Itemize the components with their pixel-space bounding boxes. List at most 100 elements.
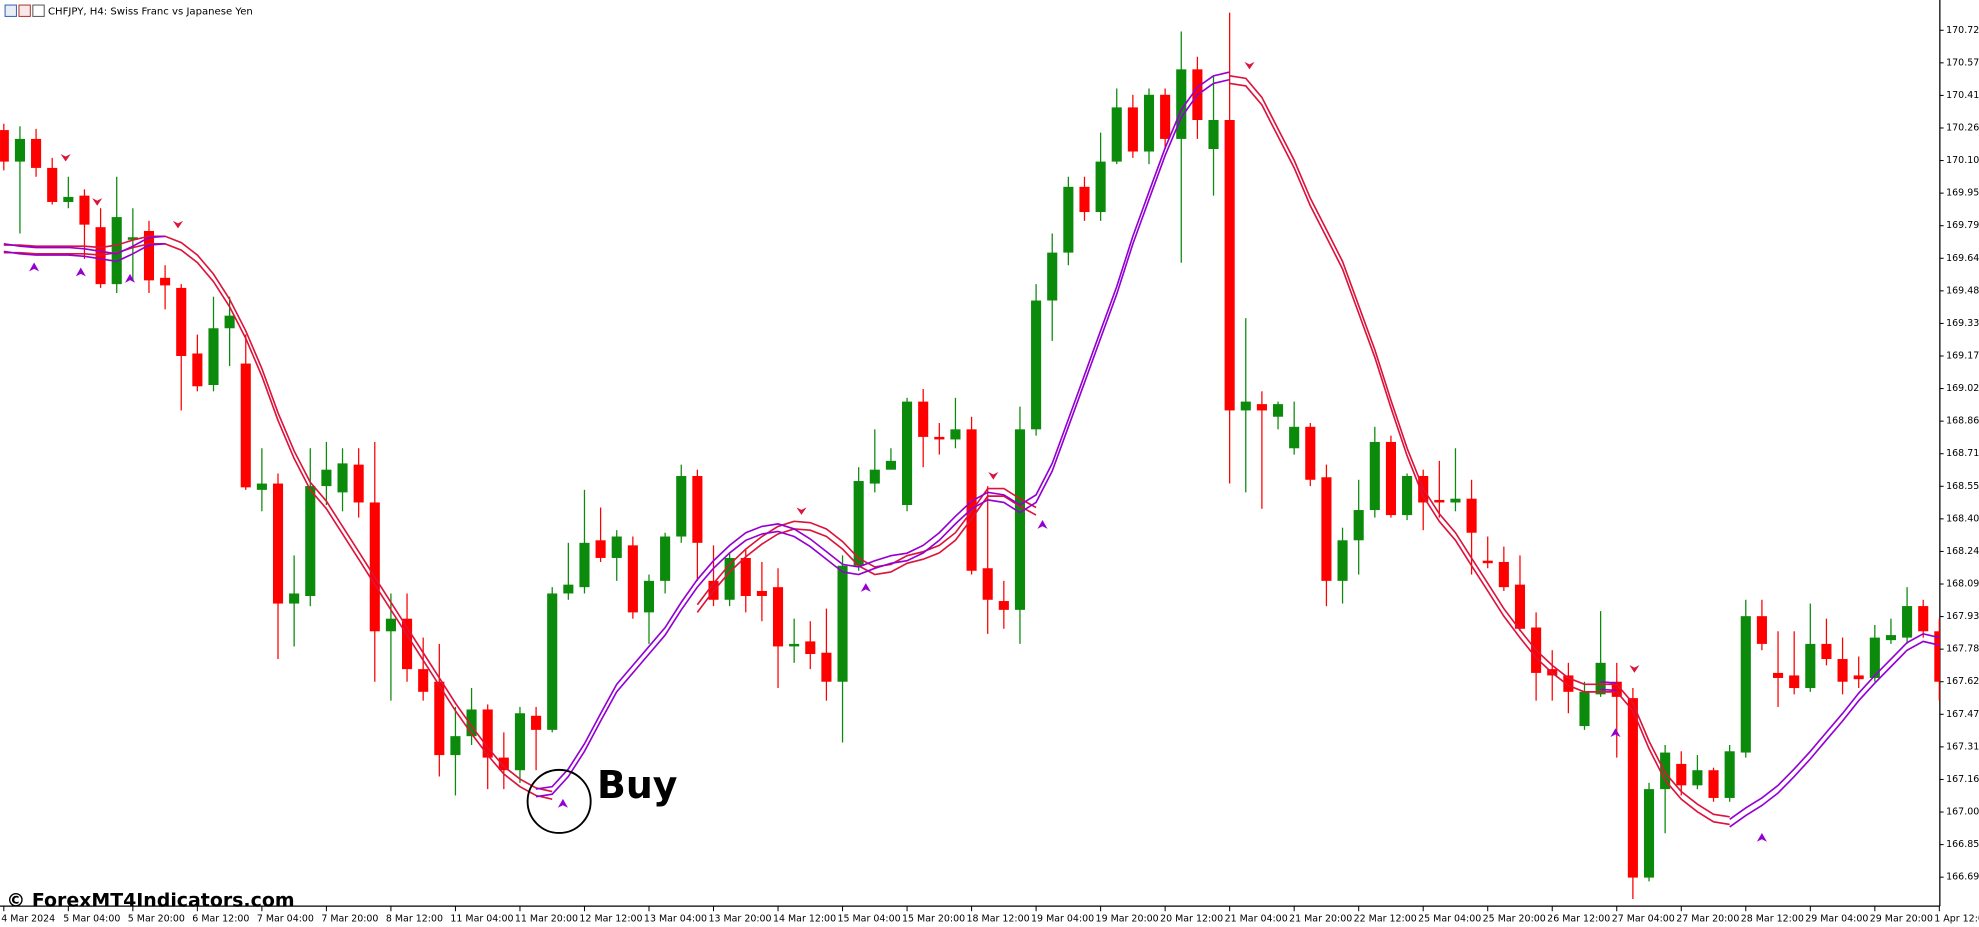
candle-body xyxy=(0,130,9,162)
y-tick-label: 168.865 xyxy=(1946,416,1979,427)
x-tick-label: 18 Mar 12:00 xyxy=(967,913,1030,924)
candle-body xyxy=(1256,404,1267,411)
candle-body xyxy=(1498,561,1509,588)
title-icons xyxy=(4,4,45,17)
candle-body xyxy=(208,328,219,385)
candle-body xyxy=(756,590,767,596)
candle-body xyxy=(256,483,267,490)
candle-body xyxy=(627,545,638,613)
candle-body xyxy=(724,557,735,600)
candle-body xyxy=(1402,475,1413,516)
candle-body xyxy=(385,618,396,632)
y-tick-label: 168.400 xyxy=(1946,513,1979,524)
candle-body xyxy=(1321,477,1332,581)
candle-body xyxy=(1579,691,1590,727)
candle-body xyxy=(1337,540,1348,581)
candle-body xyxy=(1224,119,1235,411)
y-tick-label: 170.725 xyxy=(1946,25,1979,36)
y-tick-label: 168.710 xyxy=(1946,448,1979,459)
candle-body xyxy=(1853,675,1864,680)
candle-body xyxy=(1837,659,1848,682)
x-tick-label: 13 Mar 20:00 xyxy=(708,913,771,924)
candle-body xyxy=(579,542,590,588)
candle-body xyxy=(305,486,316,596)
candle-body xyxy=(885,460,896,470)
x-tick-label: 21 Mar 20:00 xyxy=(1289,913,1352,924)
candle-body xyxy=(772,587,784,647)
candle-body xyxy=(111,217,122,285)
candle-body xyxy=(1724,751,1735,798)
candle-body xyxy=(47,167,58,202)
y-tick-label: 167.160 xyxy=(1946,774,1979,785)
candle-body xyxy=(902,401,913,505)
candle-body xyxy=(1031,300,1042,430)
y-tick-label: 168.555 xyxy=(1946,481,1979,492)
candle-body xyxy=(837,565,848,682)
candle-body xyxy=(1240,401,1251,411)
y-tick-label: 169.330 xyxy=(1946,318,1979,329)
candle-body xyxy=(1160,94,1171,139)
candle-body xyxy=(805,641,816,654)
candle-body xyxy=(1305,426,1316,480)
x-tick-label: 13 Mar 04:00 xyxy=(644,913,707,924)
x-tick-label: 11 Mar 20:00 xyxy=(515,913,578,924)
candle-body xyxy=(1176,69,1187,139)
x-tick-label: 14 Mar 12:00 xyxy=(773,913,836,924)
y-tick-label: 167.935 xyxy=(1946,611,1979,622)
x-tick-label: 28 Mar 12:00 xyxy=(1741,913,1804,924)
candle-body xyxy=(1595,662,1606,695)
chart-title: CHFJPY, H4: Swiss Franc vs Japanese Yen xyxy=(48,6,253,17)
candle-body xyxy=(1756,616,1767,644)
candle-body xyxy=(402,618,413,670)
candle-body xyxy=(482,709,493,758)
candle-body xyxy=(643,580,655,613)
candle-body xyxy=(127,237,138,240)
candle-body xyxy=(531,715,542,730)
candle-body xyxy=(143,230,155,281)
y-tick-label: 169.485 xyxy=(1946,285,1979,296)
candle-body xyxy=(450,736,461,756)
candle-body xyxy=(982,568,993,600)
candle-body xyxy=(789,643,800,647)
x-tick-label: 8 Mar 12:00 xyxy=(386,913,443,924)
candle-body xyxy=(240,363,251,488)
candle-body xyxy=(1611,681,1622,697)
y-tick-label: 168.090 xyxy=(1946,579,1979,590)
x-tick-label: 27 Mar 20:00 xyxy=(1676,913,1739,924)
x-tick-label: 19 Mar 20:00 xyxy=(1096,913,1159,924)
x-tick-label: 20 Mar 12:00 xyxy=(1160,913,1223,924)
candle-body xyxy=(1660,752,1671,790)
candle-body xyxy=(821,652,832,682)
candle-body xyxy=(1885,635,1897,641)
candle-body xyxy=(563,584,574,594)
candle-body xyxy=(63,196,74,202)
candle-body xyxy=(1821,643,1832,660)
y-tick-label: 167.780 xyxy=(1946,644,1979,655)
y-tick-label: 170.260 xyxy=(1946,122,1979,133)
ma-line xyxy=(3,82,1730,826)
x-tick-label: 5 Mar 04:00 xyxy=(63,913,120,924)
candle-body xyxy=(1918,606,1929,632)
x-tick-label: 29 Mar 04:00 xyxy=(1805,913,1868,924)
candle-body xyxy=(1353,510,1364,541)
ma-line xyxy=(3,78,1940,828)
y-tick-label: 167.005 xyxy=(1946,807,1979,818)
x-tick-label: 6 Mar 12:00 xyxy=(192,913,249,924)
candle-body xyxy=(289,593,300,604)
watermark: © ForexMT4Indicators.com xyxy=(6,890,294,912)
candle-body xyxy=(31,138,42,168)
x-tick-label: 7 Mar 04:00 xyxy=(257,913,314,924)
candle-body xyxy=(353,464,364,503)
x-tick-label: 26 Mar 12:00 xyxy=(1547,913,1610,924)
y-tick-label: 169.795 xyxy=(1946,220,1979,231)
candle-body xyxy=(1272,404,1284,417)
y-tick-label: 167.315 xyxy=(1946,741,1979,752)
x-tick-label: 15 Mar 20:00 xyxy=(902,913,965,924)
ma-line xyxy=(3,75,1730,818)
x-tick-label: 21 Mar 04:00 xyxy=(1225,913,1288,924)
candle-body xyxy=(1627,698,1638,878)
candle-body xyxy=(418,669,429,692)
candle-body xyxy=(966,429,977,571)
